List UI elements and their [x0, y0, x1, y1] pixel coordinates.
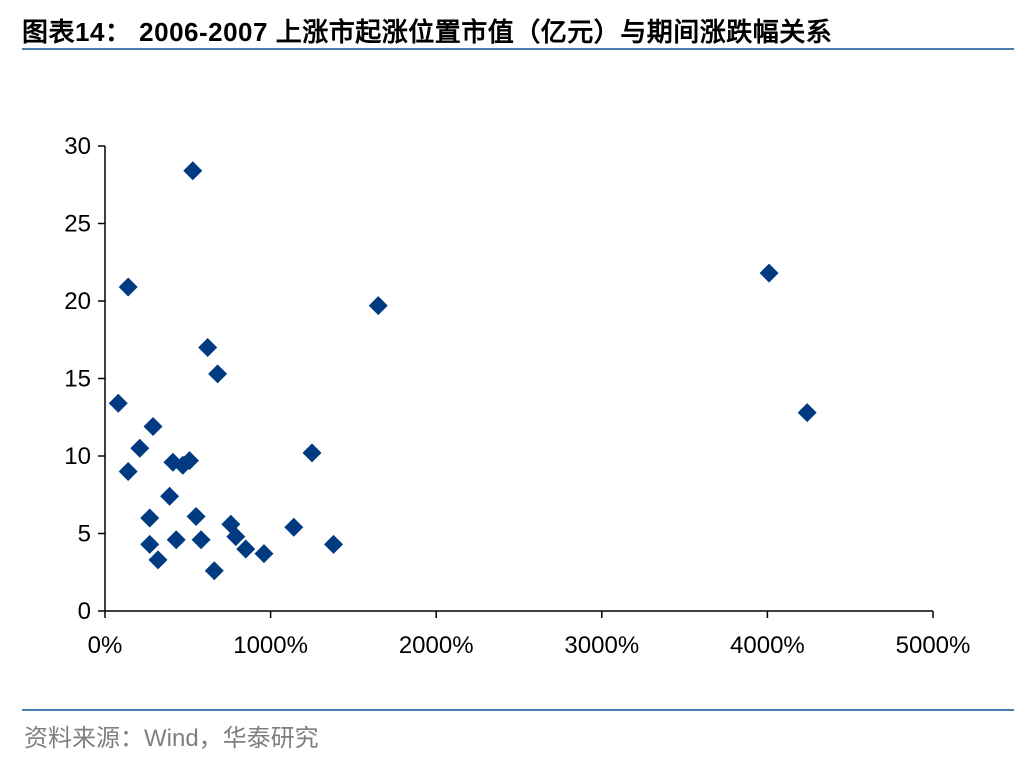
data-point: [130, 438, 150, 458]
data-point: [143, 417, 163, 437]
x-tick-label: 4000%: [730, 632, 805, 659]
y-tick-label: 0: [78, 598, 91, 625]
data-point: [186, 506, 206, 526]
data-point: [759, 263, 779, 283]
x-tick-label: 2000%: [399, 632, 474, 659]
data-point: [148, 550, 168, 570]
data-point: [108, 393, 128, 413]
data-point: [284, 517, 304, 537]
data-point: [236, 539, 256, 559]
x-tick-label: 0%: [88, 632, 123, 659]
data-point: [183, 161, 203, 181]
chart-title: 图表14： 2006-2007 上涨市起涨位置市值（亿元）与期间涨跌幅关系: [22, 17, 833, 47]
y-tick-label: 10: [64, 443, 91, 470]
y-tick-label: 15: [64, 366, 91, 393]
data-point: [118, 277, 138, 297]
data-point: [204, 561, 224, 581]
data-point: [226, 527, 246, 547]
y-tick-label: 30: [64, 133, 91, 160]
y-tick-label: 5: [78, 521, 91, 548]
title-divider: [22, 48, 1014, 50]
source-note: 资料来源：Wind，华泰研究: [24, 725, 319, 752]
data-point: [254, 544, 274, 564]
data-point: [324, 534, 344, 554]
source-divider: [22, 709, 1014, 711]
data-point: [140, 534, 160, 554]
data-point: [179, 451, 199, 471]
data-point: [166, 530, 186, 550]
y-tick-label: 20: [64, 288, 91, 315]
data-point: [160, 486, 180, 506]
data-point: [140, 508, 160, 528]
x-tick-label: 3000%: [564, 632, 639, 659]
data-point: [368, 296, 388, 316]
data-point: [198, 338, 218, 357]
data-point: [208, 364, 228, 384]
axes: 0 5 10 15 20 25 30 0% 1000% 2000% 3000% 4000% 5000%: [64, 133, 970, 659]
x-tick-label: 5000%: [896, 632, 971, 659]
data-point: [118, 462, 138, 481]
x-tick-label: 1000%: [233, 632, 308, 659]
y-tick-label: 25: [64, 211, 91, 238]
data-point: [302, 443, 322, 463]
data-points: [108, 161, 817, 581]
data-point: [797, 403, 817, 423]
data-point: [191, 530, 211, 550]
